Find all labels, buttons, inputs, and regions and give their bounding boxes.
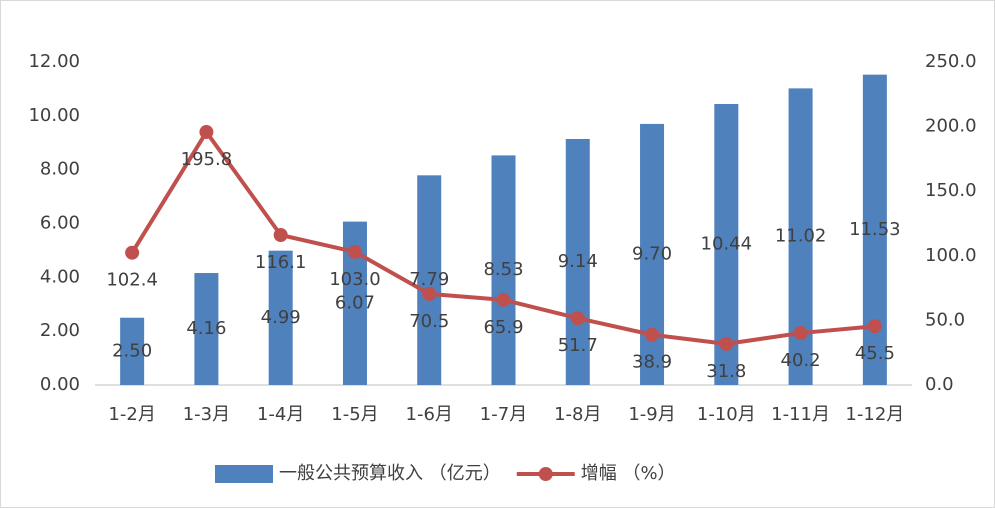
line-value-label: 65.9 bbox=[483, 317, 523, 338]
line-point bbox=[867, 319, 882, 334]
y2-tick-label: 0.0 bbox=[925, 374, 954, 395]
bar bbox=[268, 250, 293, 385]
y-tick-label: 6.00 bbox=[40, 213, 80, 234]
bar-value-label: 2.50 bbox=[112, 340, 152, 361]
line-point bbox=[719, 336, 734, 351]
bar-value-label: 4.16 bbox=[186, 318, 226, 339]
x-tick-label: 1-12月 bbox=[845, 404, 904, 425]
y2-tick-label: 100.0 bbox=[925, 245, 977, 266]
legend-label: 增幅 （%） bbox=[581, 463, 676, 484]
y-tick-label: 4.00 bbox=[40, 266, 80, 287]
y-tick-label: 10.00 bbox=[28, 105, 80, 126]
x-tick-label: 1-2月 bbox=[108, 404, 155, 425]
x-tick-label: 1-5月 bbox=[331, 404, 378, 425]
bar bbox=[120, 317, 145, 385]
line-value-label: 45.5 bbox=[855, 343, 895, 364]
x-tick-label: 1-8月 bbox=[554, 404, 601, 425]
bar-value-label: 8.53 bbox=[483, 259, 523, 280]
line-point bbox=[645, 327, 660, 342]
line-point bbox=[273, 227, 288, 242]
x-tick-label: 1-3月 bbox=[183, 404, 230, 425]
line-point bbox=[570, 311, 585, 326]
legend-label: 一般公共预算收入 （亿元） bbox=[279, 463, 501, 484]
bar-value-label: 7.79 bbox=[409, 269, 449, 290]
line-value-label: 102.4 bbox=[106, 270, 158, 291]
line-value-label: 70.5 bbox=[409, 311, 449, 332]
bar bbox=[194, 273, 219, 385]
line-point bbox=[496, 292, 511, 307]
line-value-label: 103.0 bbox=[329, 269, 381, 290]
line-point bbox=[793, 326, 808, 341]
legend-marker bbox=[538, 467, 553, 481]
x-tick-label: 1-11月 bbox=[771, 404, 830, 425]
x-tick-label: 1-4月 bbox=[257, 404, 304, 425]
y-tick-label: 2.00 bbox=[40, 320, 80, 341]
bar bbox=[417, 175, 442, 385]
bar-value-label: 4.99 bbox=[261, 307, 301, 328]
line-value-label: 116.1 bbox=[255, 252, 307, 273]
bar-value-label: 10.44 bbox=[701, 233, 753, 254]
line-value-label: 38.9 bbox=[632, 352, 672, 373]
y-tick-label: 12.00 bbox=[28, 51, 80, 72]
bar-value-label: 6.07 bbox=[335, 292, 375, 313]
bar bbox=[491, 155, 516, 385]
bar-value-label: 11.02 bbox=[775, 226, 827, 247]
y2-tick-label: 50.0 bbox=[925, 309, 965, 330]
y2-tick-label: 200.0 bbox=[925, 116, 977, 137]
bar-value-label: 9.70 bbox=[632, 243, 672, 264]
x-tick-label: 1-10月 bbox=[697, 404, 756, 425]
y-tick-label: 0.00 bbox=[40, 374, 80, 395]
line-point bbox=[422, 286, 437, 301]
line-point bbox=[347, 244, 362, 259]
line-point bbox=[125, 245, 140, 260]
bar-value-label: 9.14 bbox=[558, 251, 598, 272]
line-value-label: 40.2 bbox=[781, 350, 821, 371]
y2-tick-label: 150.0 bbox=[925, 180, 977, 201]
bar-value-label: 11.53 bbox=[849, 219, 901, 240]
line-value-label: 51.7 bbox=[558, 335, 598, 356]
x-tick-label: 1-6月 bbox=[406, 404, 453, 425]
line-value-label: 31.8 bbox=[706, 361, 746, 382]
y2-tick-label: 250.0 bbox=[925, 51, 977, 72]
x-tick-label: 1-7月 bbox=[480, 404, 527, 425]
x-tick-label: 1-9月 bbox=[628, 404, 675, 425]
y-tick-label: 8.00 bbox=[40, 159, 80, 180]
line-value-label: 195.8 bbox=[181, 149, 233, 170]
bar bbox=[565, 138, 590, 385]
line-point bbox=[199, 125, 214, 140]
legend-swatch bbox=[215, 465, 273, 483]
bar bbox=[862, 74, 887, 386]
